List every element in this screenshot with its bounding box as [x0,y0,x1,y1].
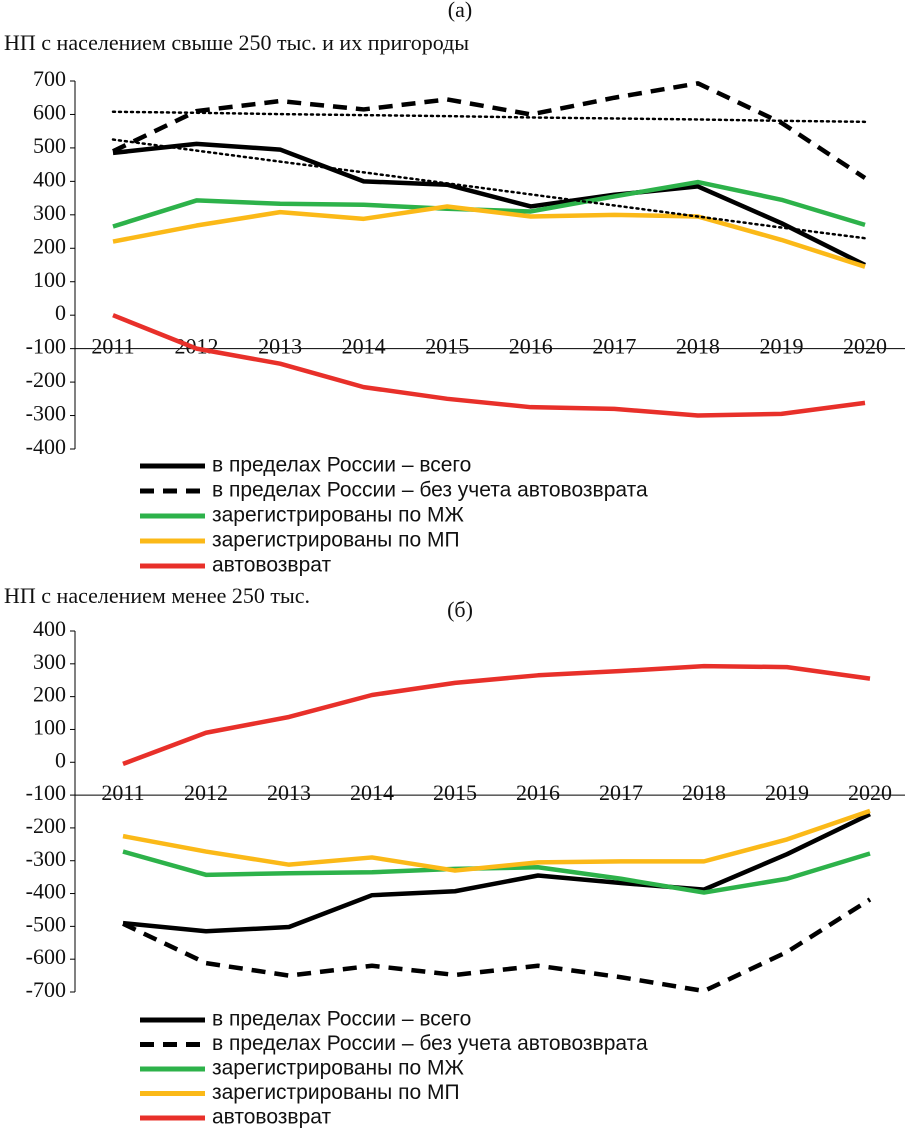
y-tick-label: 0 [55,747,66,772]
series-line [112,313,866,418]
y-tick-label: 100 [33,267,66,292]
series-line [112,141,867,268]
series-line [112,204,866,269]
trend-line [111,138,867,240]
series-line [122,897,872,994]
y-tick-label: -300 [26,401,66,426]
legend-label: зарегистрированы по МП [212,529,460,552]
x-tick-label: 2016 [509,334,553,359]
legend-label: в пределах России – без учета автовозвра… [212,479,648,502]
x-tick-label: 2014 [350,780,394,805]
y-tick-label: 600 [33,100,66,125]
y-tick-label: -100 [26,780,66,805]
chart-title: (б) [447,597,473,622]
y-tick-label: -200 [26,367,66,392]
y-tick-label: 300 [33,200,66,225]
y-tick-label: -600 [26,944,66,969]
y-tick-label: 200 [33,233,66,258]
x-tick-label: 2011 [101,780,144,805]
y-tick-label: -400 [26,434,66,459]
chart-title: (a) [448,0,472,22]
legend-label: в пределах России – без учета автовозвра… [212,1032,648,1055]
y-tick-label: -100 [26,334,66,359]
y-tick-label: -500 [26,911,66,936]
y-tick-label: 0 [55,300,66,325]
y-tick-label: 500 [33,133,66,158]
y-tick-label: 300 [33,649,66,674]
series-line [122,808,871,873]
y-tick-label: 400 [33,616,66,641]
x-tick-label: 2020 [843,334,887,359]
series-line [122,812,871,934]
x-tick-label: 2015 [433,780,477,805]
y-tick-label: 200 [33,682,66,707]
x-tick-label: 2011 [91,334,134,359]
legend-label: автовозврат [212,554,331,577]
legend-label: зарегистрированы по МЖ [212,1057,464,1080]
x-tick-label: 2013 [267,780,311,805]
x-tick-label: 2013 [258,334,302,359]
x-tick-label: 2016 [516,780,560,805]
x-tick-label: 2018 [676,334,720,359]
legend-label: в пределах России – всего [212,454,471,477]
y-tick-label: -300 [26,846,66,871]
x-tick-label: 2020 [848,780,892,805]
y-tick-label: 700 [33,66,66,91]
legend-label: автовозврат [212,1106,331,1129]
x-tick-label: 2018 [682,780,726,805]
x-tick-label: 2017 [592,334,636,359]
chart-subtitle: НП с населением свыше 250 тыс. и их приг… [4,30,469,55]
series-line [112,81,867,180]
legend-label: зарегистрированы по МЖ [212,504,464,527]
trend-line [111,110,867,124]
x-tick-label: 2014 [342,334,386,359]
series-line [122,663,871,767]
x-tick-label: 2015 [425,334,469,359]
y-tick-label: -700 [26,977,66,1002]
x-tick-label: 2012 [184,780,228,805]
x-tick-label: 2012 [175,334,219,359]
chart-subtitle: НП с населением менее 250 тыс. [4,583,310,608]
x-tick-label: 2019 [765,780,809,805]
legend-label: в пределах России – всего [212,1008,471,1031]
x-tick-label: 2019 [759,334,803,359]
legend-label: зарегистрированы по МП [212,1081,460,1104]
y-tick-label: -200 [26,813,66,838]
x-tick-label: 2017 [599,780,643,805]
y-tick-label: 400 [33,166,66,191]
y-tick-label: -400 [26,879,66,904]
y-tick-label: 100 [33,715,66,740]
